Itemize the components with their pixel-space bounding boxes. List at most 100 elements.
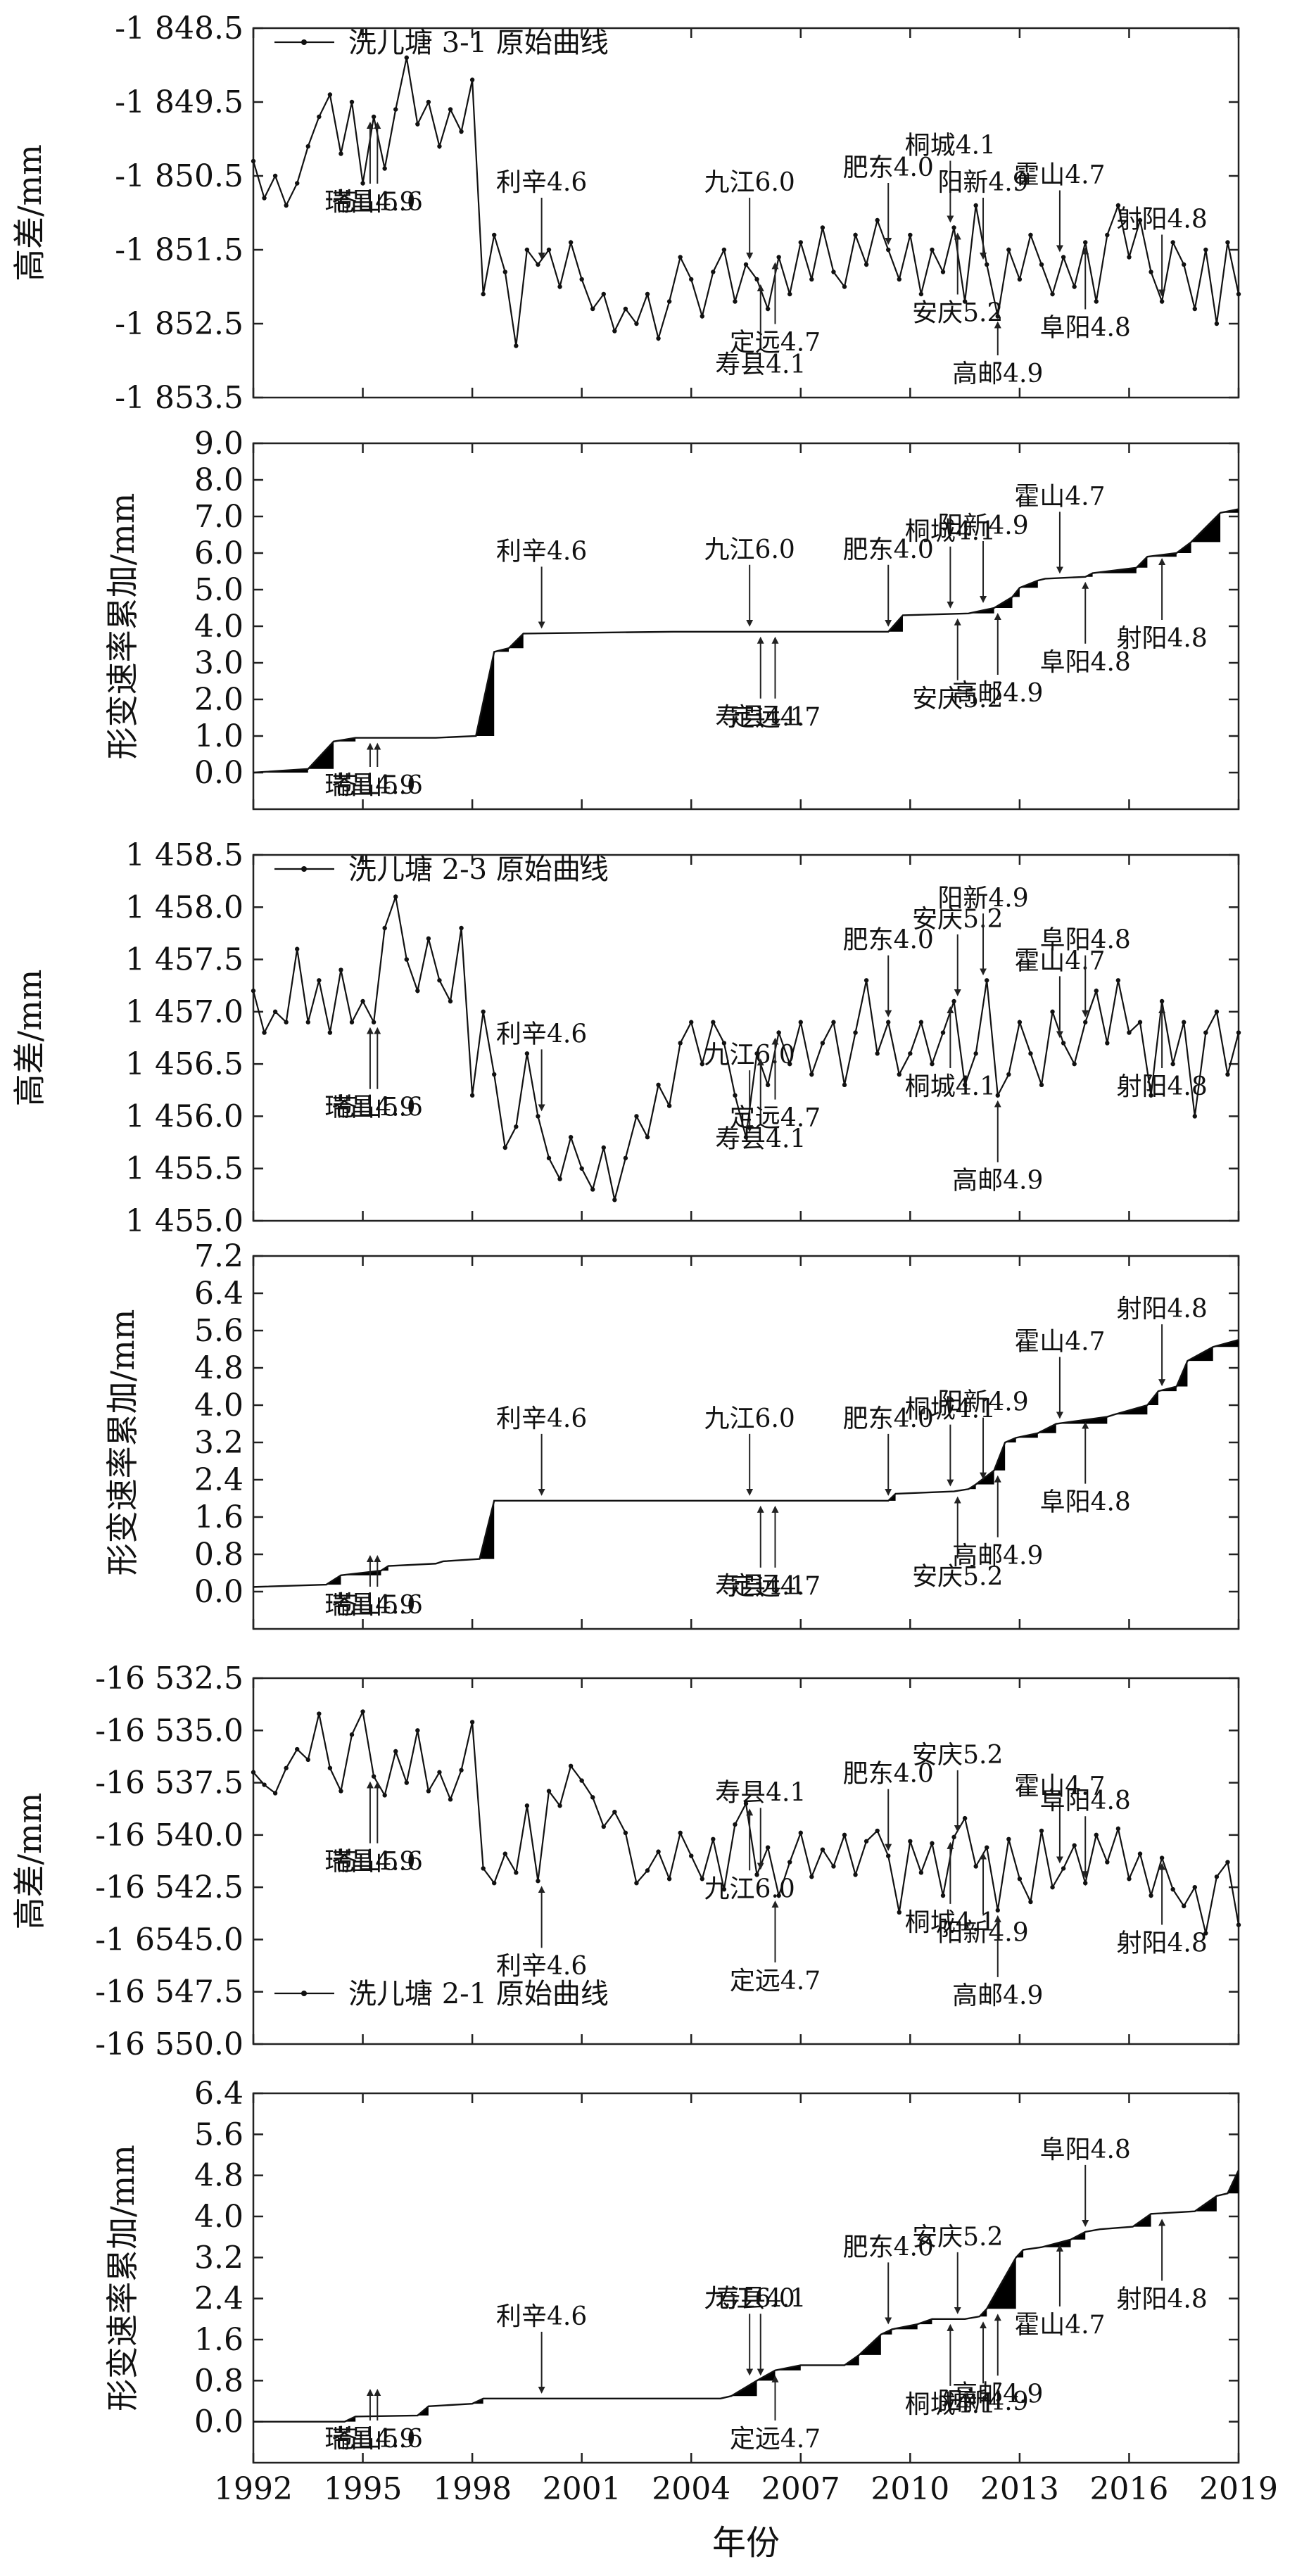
data-point <box>1061 1041 1066 1046</box>
annotation-label: 阜阳4.8 <box>1040 314 1131 343</box>
data-point <box>886 1853 891 1858</box>
data-point <box>700 1061 704 1067</box>
annotation: 阳新4.9 <box>937 512 1029 603</box>
data-point <box>985 262 989 267</box>
data-point <box>536 262 540 267</box>
data-point <box>251 158 256 164</box>
data-point <box>820 1041 825 1046</box>
data-point <box>776 1893 781 1898</box>
annotation: 定远4.7 <box>730 1901 821 1996</box>
data-point <box>612 1198 617 1203</box>
cumulative-line <box>253 1339 1239 1588</box>
data-point <box>918 1020 924 1024</box>
legend-label: 洗儿塘 2-3 原始曲线 <box>348 854 609 886</box>
x-tick-label: 2004 <box>652 2471 730 2507</box>
x-tick-label: 1992 <box>214 2471 293 2507</box>
x-tick-label: 2019 <box>1199 2471 1278 2507</box>
annotation: 高邮4.9 <box>952 2314 1043 2409</box>
data-point <box>1083 240 1088 245</box>
data-point <box>272 1009 278 1015</box>
data-point <box>459 1768 464 1772</box>
data-point <box>1039 1082 1044 1088</box>
annotation-label: 利辛4.6 <box>496 1404 587 1433</box>
data-point <box>623 306 628 312</box>
data-point <box>262 196 267 201</box>
annotation-label: 安庆5.2 <box>912 2223 1003 2252</box>
annotation-label: 霍山4.7 <box>1014 1772 1105 1801</box>
data-point <box>437 1770 442 1775</box>
data-point <box>349 99 355 105</box>
annotation: 寿县4.1 <box>715 1058 806 1153</box>
y-tick-label: 1.6 <box>194 1499 243 1535</box>
data-point <box>787 1061 792 1067</box>
data-point <box>678 255 683 260</box>
annotation-label: 阳新4.9 <box>937 1919 1028 1948</box>
data-point <box>415 122 420 127</box>
data-point <box>1083 1020 1088 1024</box>
annotation-label: 阳新4.9 <box>937 512 1028 540</box>
annotation-label: 九江6.0 <box>704 535 795 564</box>
data-point <box>842 284 847 289</box>
data-point <box>1115 1826 1121 1832</box>
data-point <box>546 247 552 253</box>
data-point <box>962 1815 968 1821</box>
data-point <box>1159 1855 1165 1860</box>
data-point <box>492 1072 497 1077</box>
data-point <box>612 1809 617 1815</box>
y-tick-label: 1 458.5 <box>125 837 243 873</box>
annotation-label: 肥东4.0 <box>843 153 934 182</box>
annotation: 九江6.0 <box>704 1041 795 1133</box>
data-point <box>349 1732 355 1737</box>
data-point <box>623 1155 628 1161</box>
data-point <box>634 1114 639 1119</box>
annotation: 九江6.0 <box>704 1404 795 1496</box>
y-tick-label: 4.0 <box>194 609 243 645</box>
data-point <box>1050 1884 1055 1890</box>
data-point <box>985 978 989 983</box>
annotation: 阜阳4.8 <box>1040 247 1131 343</box>
data-point <box>1170 1886 1175 1892</box>
data-point <box>546 1789 552 1794</box>
annotation-label: 高邮4.9 <box>952 2380 1043 2409</box>
y-tick-label: -16 547.5 <box>95 1974 243 2010</box>
data-point <box>1214 1009 1220 1015</box>
annotation-label: 寿县4.1 <box>715 1778 806 1807</box>
data-point <box>579 277 584 282</box>
y-tick-label: 9.0 <box>194 426 243 462</box>
y-tick-label: 0.8 <box>194 1537 243 1573</box>
data-point <box>754 1872 759 1877</box>
data-point <box>601 1824 606 1829</box>
annotation-label: 霍山4.7 <box>1014 1328 1105 1357</box>
annotation: 阳新4.9 <box>937 1388 1029 1480</box>
data-point <box>995 1908 1000 1913</box>
annotation: 肥东4.0 <box>843 1404 934 1496</box>
data-point <box>962 1082 968 1088</box>
data-point <box>908 232 913 238</box>
annotation-label: 阜阳4.8 <box>1040 1787 1131 1815</box>
annotation: 瑞昌4.9 <box>324 122 416 217</box>
data-point <box>809 1874 814 1879</box>
annotation-label: 肥东4.0 <box>843 2233 934 2261</box>
annotation: 阳新4.9 <box>937 884 1029 976</box>
annotation-label: 高邮4.9 <box>952 360 1043 388</box>
annotation-label: 霍山4.7 <box>1014 2311 1105 2340</box>
annotation: 九江6.0 <box>704 168 795 260</box>
annotation-label: 高邮4.9 <box>952 1981 1043 2010</box>
annotation: 定远4.7 <box>730 262 821 357</box>
data-point <box>809 1072 814 1077</box>
annotation: 射阳4.8 <box>1116 1006 1208 1101</box>
annotation: 苍山5.6 <box>332 1027 423 1122</box>
annotation: 霍山4.7 <box>1014 161 1106 253</box>
data-point <box>404 957 409 962</box>
annotation-label: 苍山5.6 <box>332 1591 423 1620</box>
data-point <box>360 1709 365 1714</box>
annotation-label: 安庆5.2 <box>912 299 1003 328</box>
data-point <box>1028 232 1033 238</box>
annotation: 阜阳4.8 <box>1040 2136 1131 2227</box>
annotation: 桐城4.1 <box>905 1841 996 1937</box>
annotation: 瑞昌4.9 <box>324 1027 416 1122</box>
annotation: 高邮4.9 <box>952 321 1043 388</box>
annotation: 安庆5.2 <box>912 2223 1003 2314</box>
annotation: 桐城4.1 <box>905 132 996 223</box>
data-point <box>426 99 431 105</box>
